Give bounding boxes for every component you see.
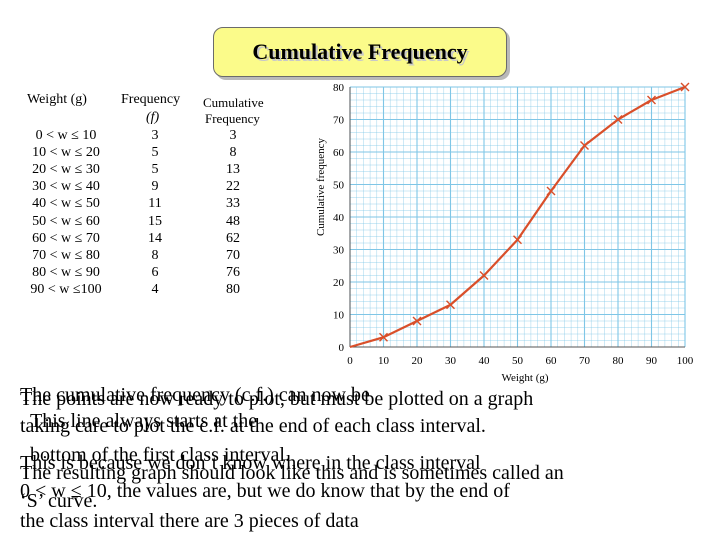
- table-cell-cumulative: 70: [226, 247, 240, 263]
- x-tick-label: 40: [479, 355, 491, 367]
- data-point-cross: [379, 332, 388, 342]
- y-tick-label: 20: [333, 277, 345, 289]
- y-tick-label: 60: [333, 147, 345, 159]
- y-axis-label: Cumulative frequency: [315, 137, 327, 236]
- x-tick-label: 60: [546, 355, 558, 367]
- table-cell-class: 70 < w ≤ 80: [32, 247, 100, 263]
- table-cell-frequency: 4: [151, 281, 159, 297]
- header-cumulative: Cumulative: [203, 95, 264, 110]
- title-banner: Cumulative Frequency: [213, 27, 507, 77]
- explanation-overlay-line: This line always starts at the: [30, 410, 258, 432]
- y-tick-label: 50: [333, 180, 345, 192]
- table-cell-cumulative: 33: [226, 196, 240, 212]
- explanation-line: taking care to plot the c.f. at the end …: [20, 415, 486, 437]
- table-cell-cumulative: 76: [226, 264, 240, 280]
- data-point-cross: [546, 186, 556, 196]
- table-cell-frequency: 9: [151, 179, 159, 195]
- table-cell-frequency: 3: [151, 128, 159, 143]
- y-tick-label: 30: [333, 245, 345, 257]
- table-cell-cumulative: 22: [226, 179, 240, 195]
- y-tick-label: 80: [333, 82, 345, 94]
- table-cell-class: 0 < w ≤ 10: [35, 128, 97, 143]
- explanation-overlay-line: The cumulative frequency (c.f.) can now …: [20, 384, 370, 406]
- explanation-overlay-line: ‘S’ curve.: [20, 490, 98, 512]
- x-tick-label: 50: [512, 355, 524, 367]
- data-point-cross: [513, 235, 522, 245]
- table-cell-cumulative: 3: [229, 128, 237, 143]
- data-point-cross: [446, 300, 455, 310]
- table-cell-frequency: 5: [151, 162, 159, 178]
- table-cell-class: 50 < w ≤ 60: [32, 213, 100, 229]
- x-tick-label: 10: [378, 355, 390, 367]
- data-point-cross: [412, 316, 422, 326]
- y-tick-label: 0: [339, 342, 345, 354]
- table-cell-frequency: 8: [151, 247, 159, 263]
- table-cell-class: 20 < w ≤ 30: [32, 162, 100, 178]
- tick-labels: 0 10 20 30 40 50 60 70 80 90 100 0 10 20 30 40 50 60 70 80: [333, 82, 694, 367]
- cumulative-frequency-chart: 0 10 20 30 40 50 60 70 80 90 10001020304050607080 …: [300, 80, 720, 385]
- table-cell-cumulative: 8: [229, 145, 237, 161]
- x-tick-label: 70: [579, 355, 591, 367]
- x-tick-label: 20: [412, 355, 424, 367]
- explanation-overlay-line: bottom of the first class interval.: [30, 444, 290, 466]
- header-frequency-symbol: (f): [146, 110, 160, 125]
- table-cell-class: 80 < w ≤ 90: [32, 264, 100, 280]
- x-tick-label: 30: [445, 355, 457, 367]
- table-cell-frequency: 6: [151, 264, 159, 280]
- x-tick-label: 90: [646, 355, 658, 367]
- data-point-cross: [479, 271, 489, 280]
- header-frequency: Frequency: [121, 92, 181, 107]
- explanation-line: The points are now ready to plot, but mu…: [20, 388, 534, 410]
- table-cell-class: 90 < w ≤100: [30, 281, 102, 297]
- data-point-cross: [680, 82, 690, 92]
- y-tick-label: 10: [333, 310, 345, 322]
- chart-axes: [349, 87, 685, 348]
- header-cumulative-2: Frequency: [205, 111, 260, 126]
- table-cell-frequency: 14: [148, 230, 162, 246]
- explanation-line: This is because we don’t know where in t…: [20, 452, 481, 474]
- explanation-line: 0 < w ≤ 10, the values are, but we do kn…: [20, 480, 510, 502]
- table-cell-cumulative: 13: [226, 162, 240, 178]
- explanation-line: the class interval there are 3 pieces of…: [20, 510, 359, 532]
- x-tick-label: 80: [613, 355, 625, 367]
- explanation-overlay-line: The resulting graph should look like thi…: [20, 462, 564, 484]
- table-cell-class: 40 < w ≤ 50: [32, 196, 100, 212]
- table-cell-cumulative: 80: [226, 281, 240, 297]
- table-cell-class: 60 < w ≤ 70: [32, 230, 100, 246]
- y-tick-label: 40: [333, 212, 345, 224]
- x-tick-label: 100: [677, 355, 694, 367]
- y-tick-label: 70: [333, 115, 345, 127]
- x-tick-label: 0: [347, 355, 353, 367]
- page-title: Cumulative Frequency: [252, 39, 468, 64]
- x-axis-label: Weight (g): [501, 372, 548, 384]
- table-cell-frequency: 11: [148, 196, 162, 212]
- header-weight: Weight (g): [27, 92, 87, 107]
- data-point-cross: [613, 115, 623, 124]
- table-cell-cumulative: 48: [226, 213, 240, 229]
- table-cell-class: 10 < w ≤ 20: [32, 145, 100, 161]
- data-point-cross: [647, 95, 656, 105]
- table-cell-cumulative: 62: [226, 230, 240, 246]
- table-cell-class: 30 < w ≤ 40: [32, 179, 100, 195]
- table-cell-frequency: 15: [148, 213, 162, 229]
- data-series: [349, 82, 690, 349]
- table-cell-frequency: 5: [151, 145, 159, 161]
- data-point-cross: [580, 141, 589, 150]
